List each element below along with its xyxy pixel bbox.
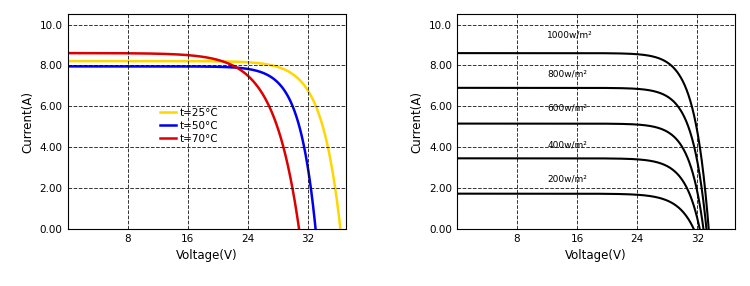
Text: 1000w/m²: 1000w/m² xyxy=(547,30,592,39)
Legend: t=25°C, t=50°C, t=70°C: t=25°C, t=50°C, t=70°C xyxy=(156,104,223,148)
Text: 200w/m²: 200w/m² xyxy=(547,174,587,183)
X-axis label: Voltage(V): Voltage(V) xyxy=(176,249,237,262)
Text: 600w/m²: 600w/m² xyxy=(547,104,587,113)
X-axis label: Voltage(V): Voltage(V) xyxy=(566,249,627,262)
Y-axis label: Current(A): Current(A) xyxy=(21,91,34,152)
Text: 400w/m²: 400w/m² xyxy=(547,140,587,150)
Y-axis label: Current(A): Current(A) xyxy=(410,91,424,152)
Text: 800w/m²: 800w/m² xyxy=(547,69,587,78)
